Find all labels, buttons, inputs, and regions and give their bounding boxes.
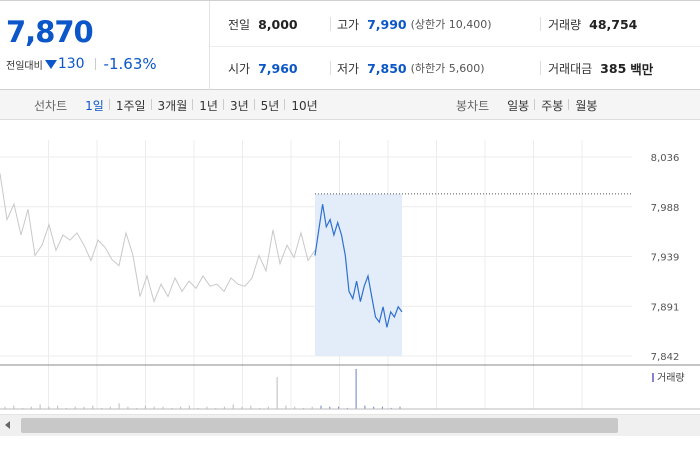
scroll-left-arrow-icon[interactable] [5, 421, 10, 429]
candle-tabs: 봉차트 일봉 주봉 월봉 [456, 90, 603, 120]
change-value: 130 [57, 56, 85, 72]
y-tick-label: 7,988 [651, 203, 680, 214]
current-price: 7,870 [6, 15, 94, 49]
volume-label: 거래량 [548, 17, 582, 32]
tab-1y[interactable]: 1년 [192, 97, 224, 114]
scroll-thumb[interactable] [21, 418, 618, 433]
volume-value: 48,754 [589, 16, 638, 32]
col-divider [330, 17, 331, 31]
tab-1w[interactable]: 1주일 [108, 97, 152, 114]
y-tick-label: 8,036 [651, 153, 680, 164]
tab-weekly-candle[interactable]: 주봉 [534, 97, 569, 114]
low-label: 저가 [337, 61, 360, 76]
candle-chart-label: 봉차트 [456, 98, 490, 113]
quote-panel: 7,870 전일대비 130 -1.63% 전일 8,000 고가 7,990 … [0, 0, 700, 90]
tab-3y[interactable]: 3년 [222, 97, 255, 114]
change-row: 전일대비 130 -1.63% [6, 55, 157, 73]
prev-day-line [0, 173, 316, 304]
col-divider [540, 17, 541, 31]
open-label: 시가 [228, 61, 251, 76]
low-cell: 저가 7,850 (하한가 5,600) [337, 58, 485, 78]
today-price-line [314, 204, 403, 328]
chart-tab-bar: 선차트 1일 1주일 3개월 1년 3년 5년 10년 봉차트 일봉 주봉 월봉 [0, 90, 700, 120]
high-value: 7,990 [367, 16, 407, 32]
amount-cell: 거래대금 385 백만 [548, 58, 653, 78]
volume-bars [4, 369, 401, 409]
price-chart[interactable]: 8,036 7,988 7,939 7,891 7,842 거래량 [0, 120, 700, 415]
amount-value: 385 [600, 60, 627, 76]
lower-limit-label: (하한가 5,600) [410, 62, 485, 75]
line-chart-label: 선차트 [34, 98, 68, 113]
amount-label: 거래대금 [548, 61, 593, 76]
change-divider [94, 58, 96, 70]
y-tick-label: 7,891 [651, 302, 680, 313]
prev-close-value: 8,000 [258, 16, 298, 32]
low-value: 7,850 [367, 60, 407, 76]
tab-5y[interactable]: 5년 [253, 97, 286, 114]
high-label: 고가 [337, 17, 360, 32]
col-divider [540, 61, 541, 75]
tab-monthly-candle[interactable]: 월봉 [568, 97, 603, 114]
open-value: 7,960 [258, 60, 298, 76]
tab-10y[interactable]: 10년 [284, 97, 323, 114]
y-axis-ticks: 8,036 7,988 7,939 7,891 7,842 [651, 153, 680, 363]
high-cell: 고가 7,990 (상한가 10,400) [337, 14, 492, 34]
amount-unit: 백만 [630, 61, 654, 77]
tab-3m[interactable]: 3개월 [150, 97, 194, 114]
change-label: 전일대비 [6, 60, 43, 72]
y-tick-label: 7,939 [651, 253, 680, 264]
prev-close-cell: 전일 8,000 [228, 14, 298, 34]
period-tabs: 선차트 1일 1주일 3개월 1년 3년 5년 10년 [34, 90, 324, 120]
prev-close-label: 전일 [228, 17, 251, 32]
volume-legend-swatch [652, 373, 654, 382]
down-arrow-icon [44, 59, 57, 69]
change-rate: -1.63% [103, 55, 157, 73]
col-divider [330, 61, 331, 75]
tab-daily-candle[interactable]: 일봉 [507, 98, 530, 113]
current-price-box: 7,870 전일대비 130 -1.63% [0, 1, 210, 90]
y-tick-label: 7,842 [651, 352, 680, 363]
today-range-highlight [315, 193, 402, 356]
volume-cell: 거래량 48,754 [548, 14, 637, 34]
price-chart-svg: 8,036 7,988 7,939 7,891 7,842 거래량 [0, 140, 700, 410]
upper-limit-label: (상한가 10,400) [410, 18, 492, 31]
chart-scrollbar[interactable] [0, 414, 700, 436]
open-cell: 시가 7,960 [228, 58, 298, 78]
tab-1d[interactable]: 1일 [85, 98, 104, 113]
quote-row-divider [210, 46, 700, 47]
volume-legend-label: 거래량 [657, 372, 685, 384]
